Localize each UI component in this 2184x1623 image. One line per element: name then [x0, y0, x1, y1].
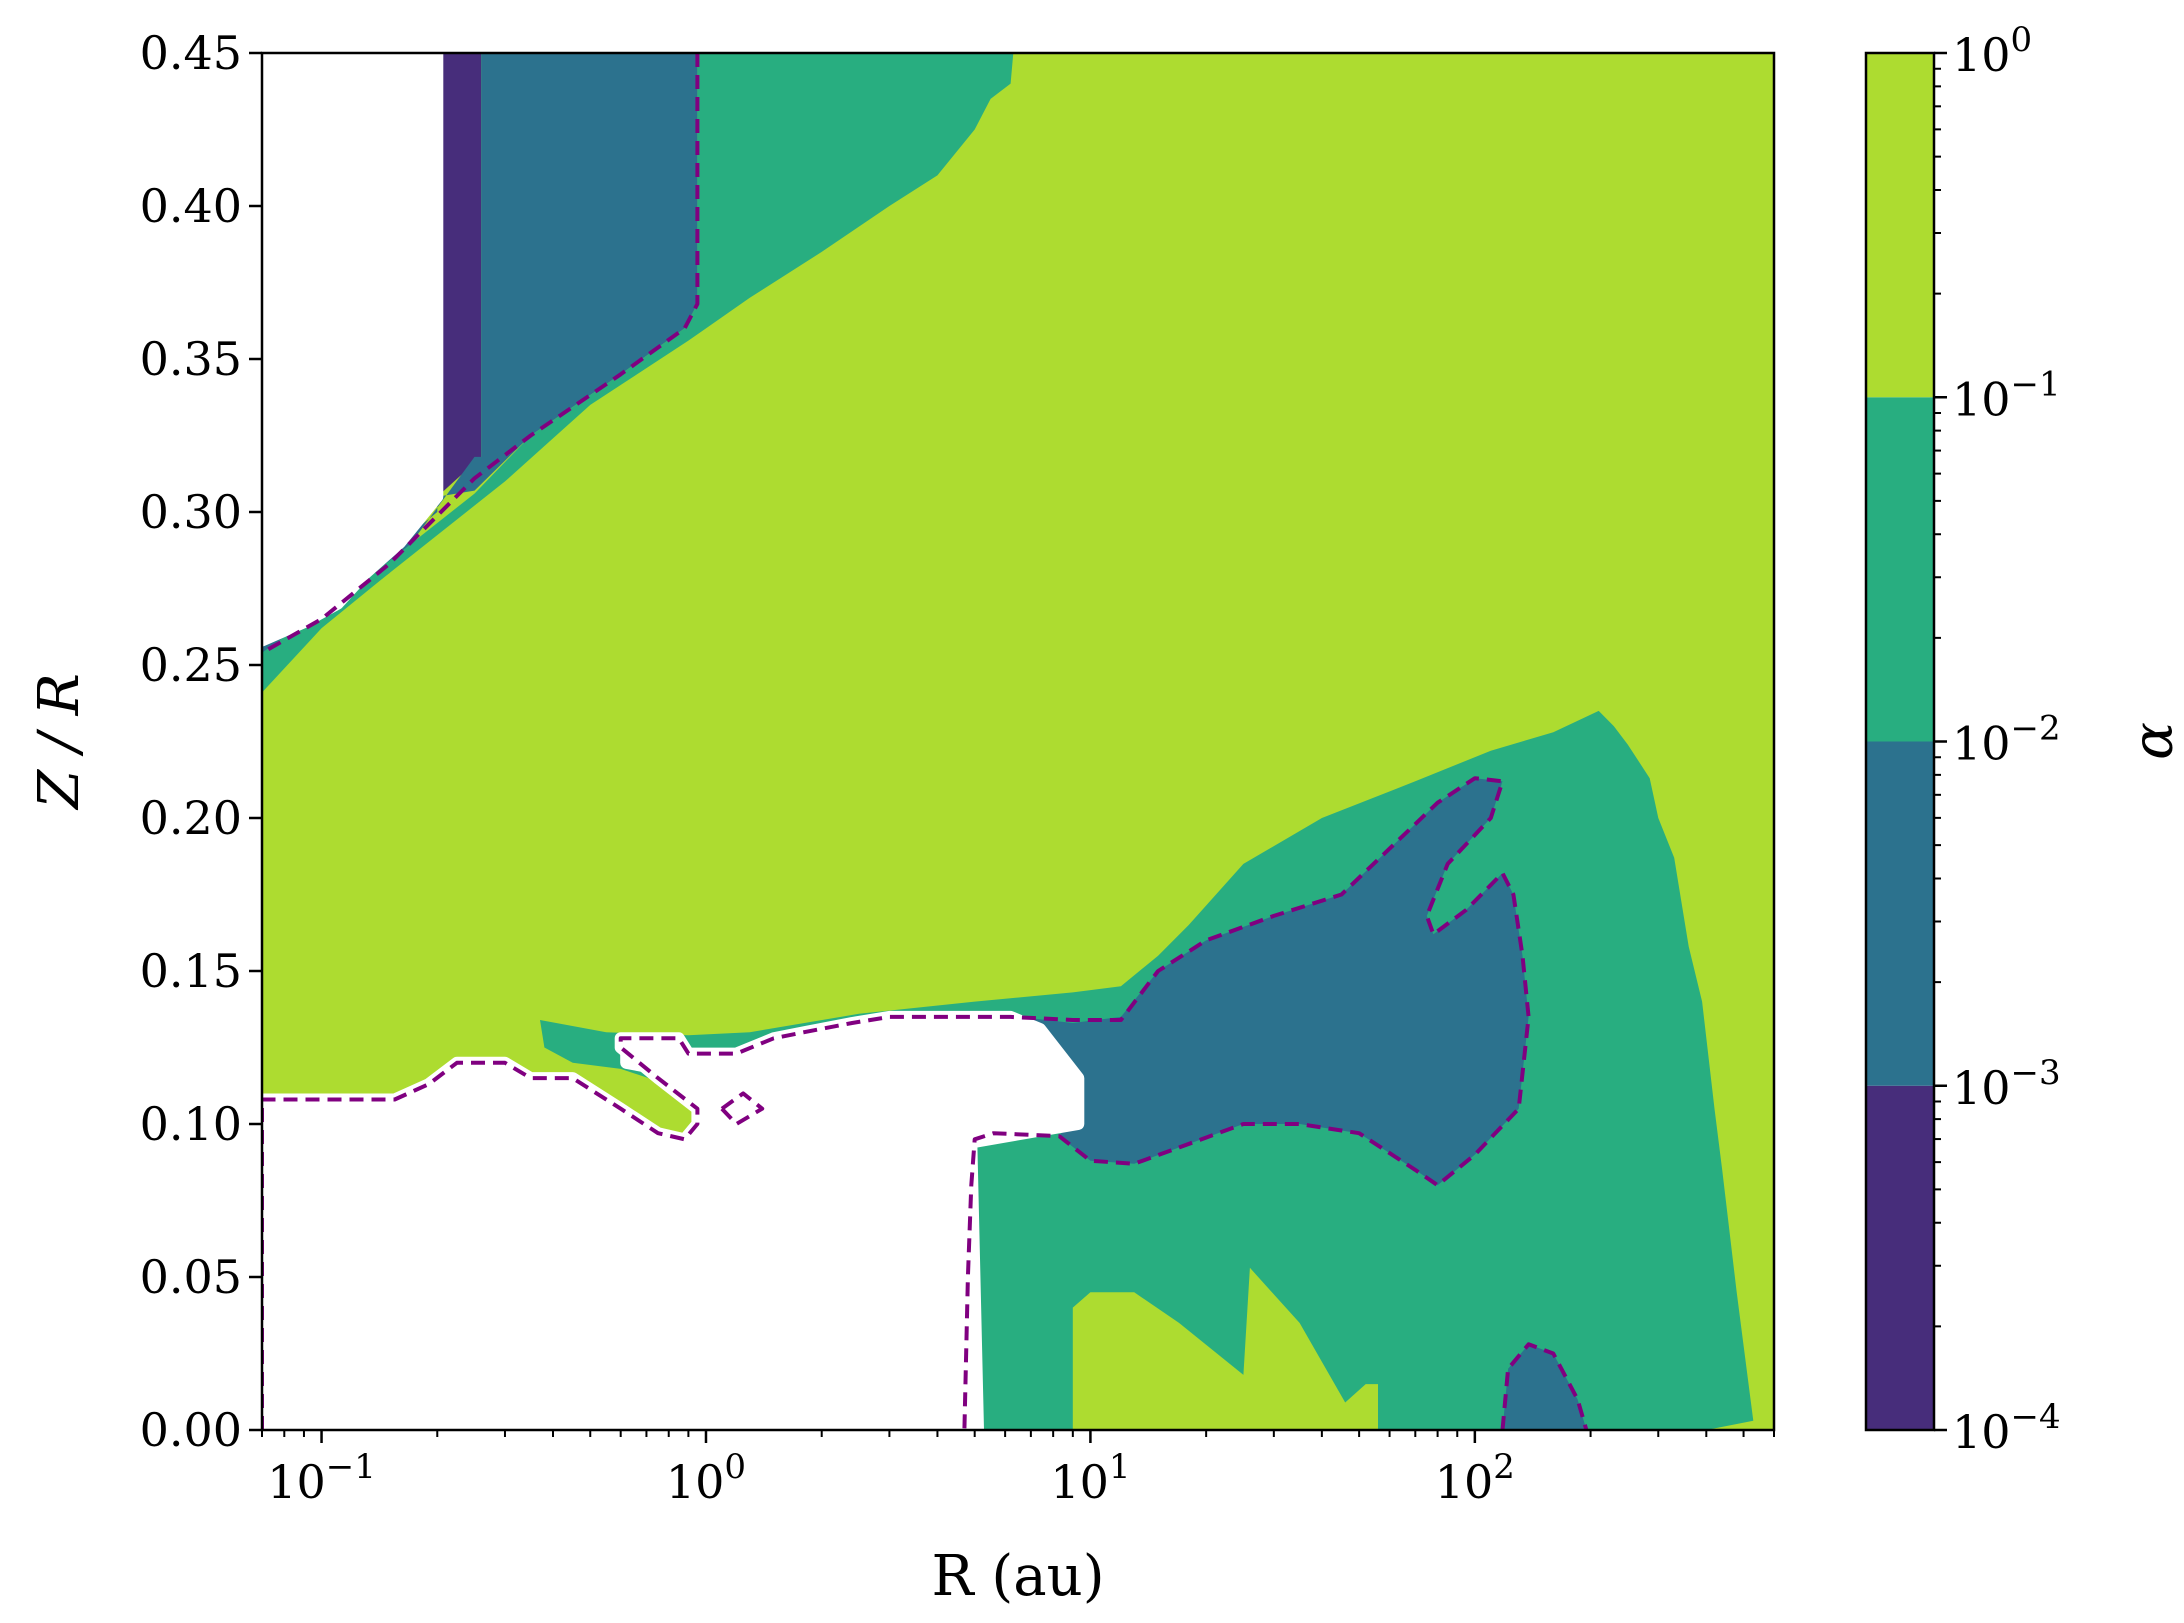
y-tick-label: 0.40	[140, 179, 242, 233]
y-tick-label: 0.00	[140, 1403, 242, 1457]
contour-alpha-1e-3-upper	[262, 53, 700, 655]
plot-frame	[260, 51, 1776, 1432]
y-tick-label: 0.25	[140, 638, 242, 692]
contour-alpha-1e-3-small-loop	[720, 1091, 765, 1126]
colorbar-tick-label: 10−3	[1952, 1053, 2061, 1115]
region-upper-inner-purple	[437, 53, 482, 497]
region-bottom-yellow-patch	[1072, 1267, 1378, 1430]
colorbar-tick-label: 100	[1952, 20, 2032, 82]
contour-alpha-1e-3-void-edge	[262, 776, 1531, 1430]
region-upper-inner-blue	[262, 53, 698, 659]
contour-alpha-1e-3-bottom	[1500, 1342, 1589, 1430]
y-tick-label: 0.30	[140, 485, 242, 539]
region-mid-blue-region	[1018, 778, 1529, 1186]
colorbar: 10−4 10−3 10−2 10−1 100	[1864, 20, 2061, 1459]
colorbar-tick-label: 10−4	[1952, 1397, 2061, 1459]
y-axis: 0.00 0.05 0.10 0.15 0.20 0.25 0.30 0.35 0.40 0.45	[140, 26, 262, 1457]
x-tick-label: 101	[1050, 1447, 1130, 1509]
x-tick-label: 10−1	[267, 1447, 376, 1509]
x-axis-label: R (au)	[931, 1544, 1104, 1609]
contour-regions	[262, 53, 1754, 1430]
void-edge-void-patch-small	[620, 1044, 685, 1075]
y-tick-label: 0.35	[140, 332, 242, 386]
colorbar-segment	[1866, 397, 1934, 742]
x-tick-label: 102	[1435, 1447, 1515, 1509]
colorbar-segment	[1866, 53, 1934, 398]
void-edge-left-void-upper	[262, 53, 444, 647]
y-tick-label: 0.20	[140, 791, 242, 845]
colorbar-tick-label: 10−1	[1952, 364, 2061, 426]
colorbar-tick-label: 10−2	[1952, 709, 2061, 771]
x-axis: 10−1 100 101 102	[261, 1430, 1775, 1509]
region-lower-left-void	[262, 1016, 1079, 1430]
colorbar-segment	[1866, 741, 1934, 1086]
region-bottom-blue-blob	[1502, 1344, 1587, 1430]
y-tick-label: 0.45	[140, 26, 242, 80]
region-left-void-upper	[262, 53, 438, 641]
contour-lines	[262, 53, 1589, 1430]
y-axis-label: Z / R	[27, 673, 92, 811]
y-tick-label: 0.10	[140, 1097, 242, 1151]
y-tick-label: 0.05	[140, 1250, 242, 1304]
region-upper-green-band	[262, 53, 1014, 693]
colorbar-segment	[1866, 1085, 1934, 1430]
y-tick-label: 0.15	[140, 944, 242, 998]
x-tick-label: 100	[666, 1447, 746, 1509]
colorbar-label: α	[2121, 722, 2184, 760]
